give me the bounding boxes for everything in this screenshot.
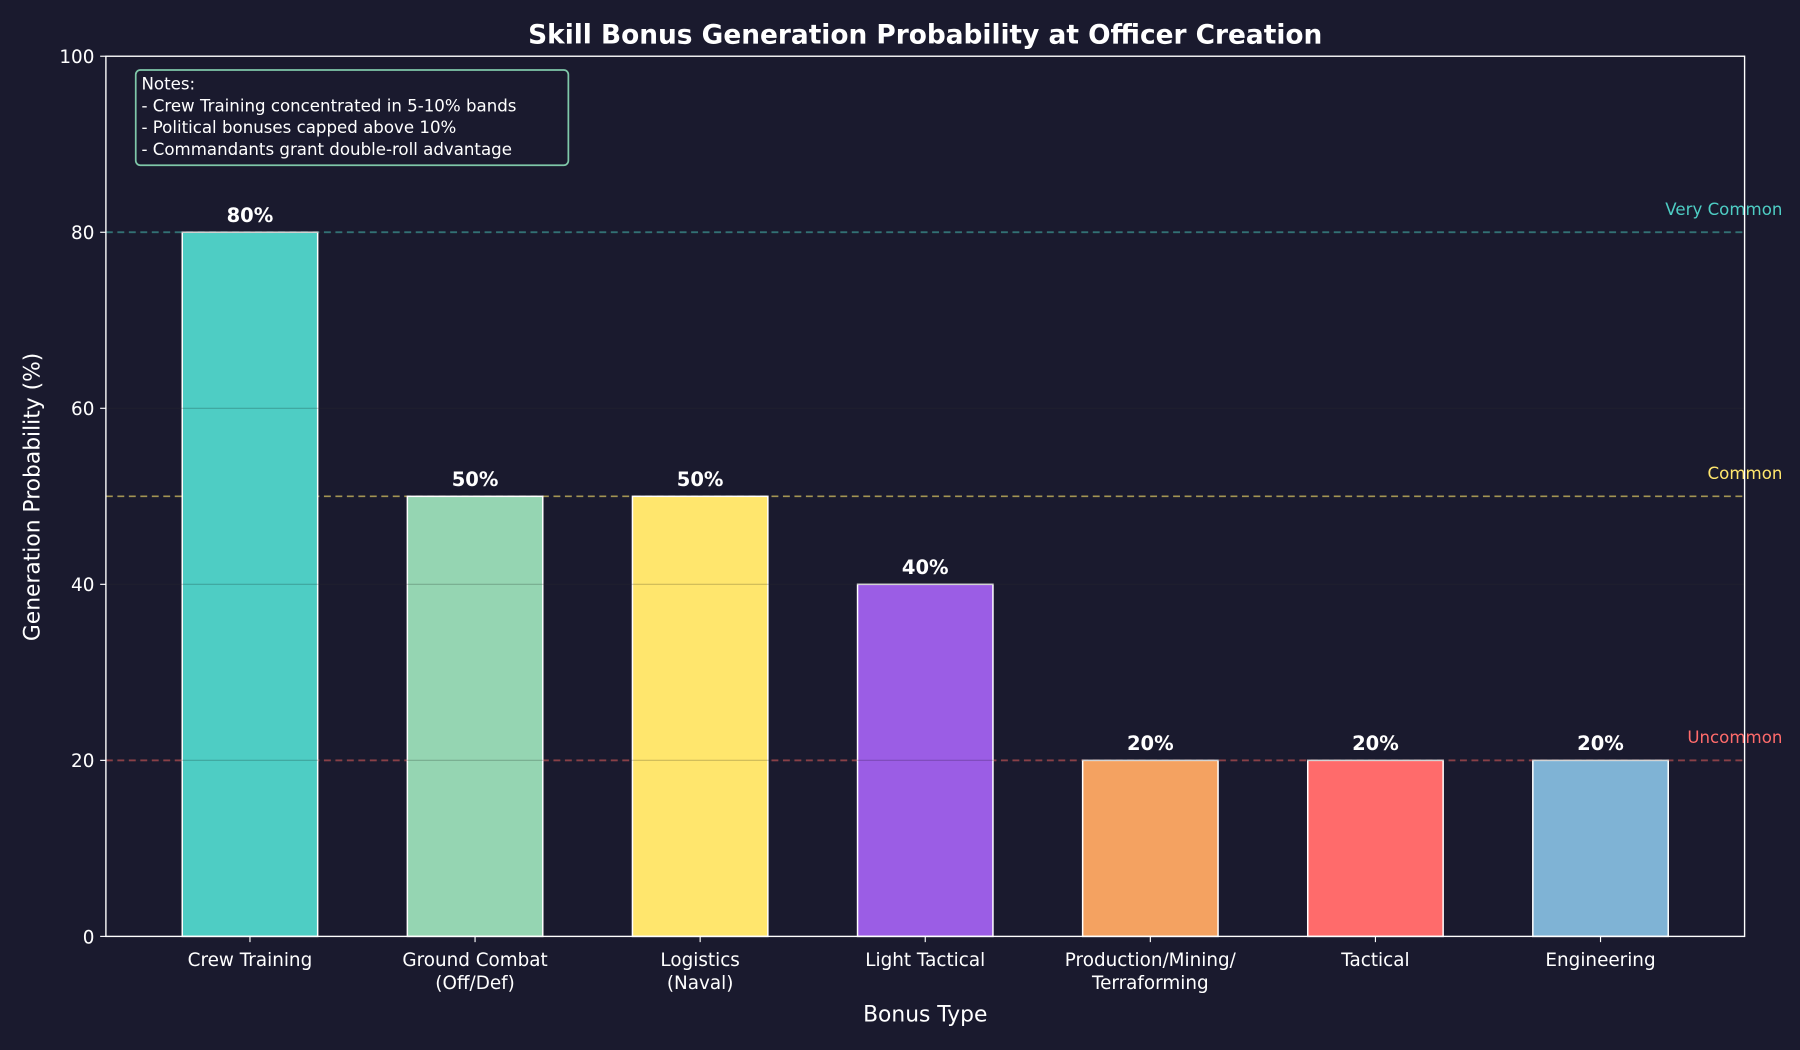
x-tick-label: Light Tactical: [865, 950, 985, 971]
chart-title: Skill Bonus Generation Probability at Of…: [528, 21, 1322, 51]
data-label: 20%: [1577, 732, 1624, 755]
x-tick-label: Logistics: [660, 950, 739, 971]
reference-line-label: Very Common: [1665, 200, 1782, 219]
y-tick-label: 0: [83, 927, 95, 948]
data-label: 50%: [452, 468, 499, 491]
y-tick-label: 40: [71, 575, 94, 596]
x-axis: Crew Training Ground Combat(Off/Def) Logis…: [188, 936, 1656, 994]
reference-line-label: Uncommon: [1687, 728, 1782, 747]
y-axis-label: Generation Probability (%): [20, 353, 45, 641]
bar: [631, 495, 769, 938]
data-label: 80%: [227, 204, 274, 227]
x-tick-label: (Naval): [667, 973, 734, 994]
data-label: 20%: [1352, 732, 1399, 755]
bar: [856, 583, 994, 938]
bar: [1306, 759, 1444, 938]
notes-line: Notes:: [141, 75, 195, 94]
bar: [1532, 759, 1669, 938]
grid-overlay: [105, 231, 1745, 761]
y-tick-label: 20: [71, 751, 94, 772]
x-tick-label: Ground Combat: [402, 950, 547, 971]
y-tick-label: 80: [71, 223, 94, 244]
x-axis-label: Bonus Type: [863, 1002, 987, 1027]
x-tick-label: Terraforming: [1091, 973, 1209, 994]
notes-line: - Commandants grant double-roll advantag…: [141, 140, 511, 159]
bar: [181, 231, 319, 938]
data-label: 20%: [1127, 732, 1174, 755]
x-tick-label: Production/Mining/: [1065, 950, 1237, 971]
data-label: 40%: [902, 556, 949, 579]
y-tick-label: 100: [59, 47, 94, 68]
x-tick-label: (Off/Def): [435, 973, 515, 994]
notes-line: - Crew Training concentrated in 5-10% ba…: [141, 96, 516, 115]
notes-line: - Political bonuses capped above 10%: [141, 118, 456, 137]
y-axis: 0 20 40 60 80 100: [59, 47, 106, 948]
bars: 80% 50% 50% 40% 20% 20% 20%: [181, 204, 1669, 938]
notes-box: Notes: - Crew Training concentrated in 5…: [134, 69, 570, 167]
y-tick-label: 60: [71, 399, 94, 420]
bar: [1081, 759, 1219, 938]
bar: [406, 495, 544, 938]
x-tick-label: Tactical: [1340, 950, 1409, 971]
x-tick-label: Crew Training: [188, 950, 313, 971]
x-tick-label: Engineering: [1545, 950, 1655, 971]
data-label: 50%: [677, 468, 724, 491]
